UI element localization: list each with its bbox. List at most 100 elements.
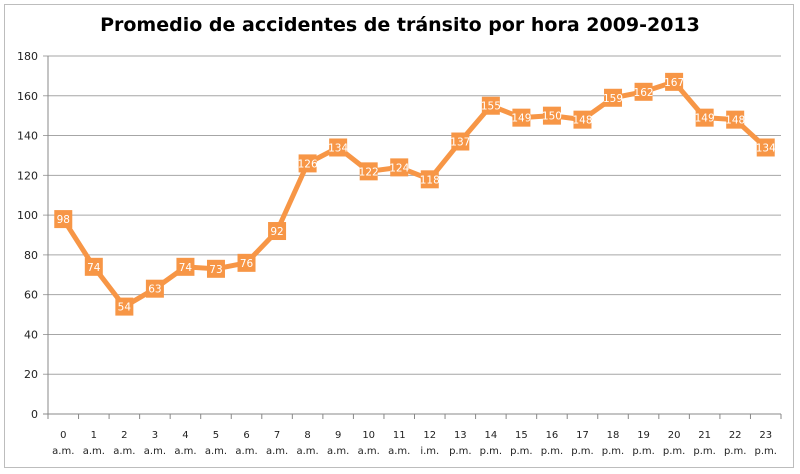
data-point-marker [54,210,73,229]
x-tick-label-period: p.m. [449,446,471,457]
y-tick-label: 180 [17,50,38,63]
data-point-marker [420,170,439,189]
x-tick-label-hour: 17 [576,430,589,441]
x-tick-label-hour: 21 [698,430,711,441]
x-tick-label-hour: 2 [121,430,127,441]
x-tick-label-hour: 1 [91,430,97,441]
y-tick-label: 0 [31,408,38,421]
x-tick-label-period: a.m. [205,446,227,457]
x-tick-label-hour: 15 [515,430,528,441]
data-point-marker [726,110,745,129]
x-tick-label-period: p.m. [632,446,654,457]
x-tick-label-hour: 0 [60,430,66,441]
y-tick-label: 80 [24,249,38,262]
data-point-marker [359,162,378,181]
data-label: 148 [725,115,745,127]
data-label: 134 [328,142,348,154]
x-tick-label-period: p.m. [755,446,777,457]
y-tick-label: 100 [17,209,38,222]
data-label: 92 [270,226,283,238]
data-label: 76 [240,258,254,270]
data-label: 134 [756,142,776,154]
data-point-marker [145,279,164,298]
data-label: 54 [118,302,132,314]
x-tick-label-period: p.m. [663,446,685,457]
data-point-marker [512,108,531,127]
data-point-marker [176,257,195,276]
data-point-marker [542,106,561,125]
data-point-marker [298,154,317,173]
x-tick-label-hour: 16 [546,430,559,441]
data-label: 63 [148,284,161,296]
x-tick-label-hour: 6 [243,430,249,441]
data-point-marker [206,259,225,278]
y-tick-label: 120 [17,169,38,182]
x-tick-label-period: a.m. [296,446,318,457]
x-tick-label-hour: 8 [304,430,310,441]
data-point-marker [390,158,409,177]
data-label: 137 [450,137,470,149]
x-tick-label-period: p.m. [480,446,502,457]
x-tick-label-period: a.m. [327,446,349,457]
x-tick-label-hour: 14 [484,430,497,441]
data-label: 162 [634,87,654,99]
data-point-marker [665,72,684,91]
y-tick-label: 60 [24,289,38,302]
data-label: 150 [542,111,562,123]
x-tick-label-hour: 9 [335,430,341,441]
data-point-marker [115,297,134,316]
x-tick-label-period: a.m. [174,446,196,457]
data-point-marker [237,253,256,272]
data-point-marker [573,110,592,129]
data-label: 148 [572,115,592,127]
x-tick-label-hour: 19 [637,430,650,441]
data-label: 149 [695,113,715,125]
x-tick-label-period: a.m. [83,446,105,457]
data-point-marker [604,88,623,107]
x-tick-label-hour: 11 [393,430,406,441]
x-tick-label-period: a.m. [144,446,166,457]
x-tick-label-period: p.m. [571,446,593,457]
x-tick-label-period: a.m. [235,446,257,457]
x-tick-label-hour: 7 [274,430,280,441]
data-label: 74 [179,262,193,274]
data-label: 98 [57,214,70,226]
x-tick-label-hour: 5 [213,430,219,441]
data-label: 155 [481,101,501,113]
x-tick-label-period: p.m. [724,446,746,457]
data-point-marker [756,138,775,157]
x-tick-label-period: a.m. [388,446,410,457]
x-tick-label-period: i.m. [420,446,439,457]
x-tick-label-period: a.m. [266,446,288,457]
data-point-marker [451,132,470,151]
x-tick-label-period: p.m. [693,446,715,457]
chart-frame [4,4,794,468]
x-tick-label-period: p.m. [602,446,624,457]
x-tick-label-period: p.m. [510,446,532,457]
chart-title: Promedio de accidentes de tránsito por h… [100,14,700,36]
data-point-marker [329,138,348,157]
data-label: 167 [664,77,684,89]
data-point-marker [481,96,500,115]
x-tick-label-period: a.m. [52,446,74,457]
data-point-marker [695,108,714,127]
series-line [61,79,768,310]
x-tick-label-period: p.m. [541,446,563,457]
x-tick-label-period: a.m. [113,446,135,457]
data-label: 122 [359,166,379,178]
data-label: 124 [389,162,409,174]
x-tick-label-hour: 13 [454,430,467,441]
x-tick-label-hour: 22 [729,430,742,441]
y-tick-label: 140 [17,130,38,143]
x-tick-label-hour: 12 [423,430,436,441]
data-label: 126 [298,158,318,170]
x-tick-label-period: a.m. [358,446,380,457]
x-tick-label-hour: 10 [362,430,375,441]
data-label: 159 [603,93,623,105]
data-label: 118 [420,174,440,186]
y-tick-label: 40 [24,328,38,341]
y-tick-label: 160 [17,90,38,103]
data-label: 73 [209,264,222,276]
x-tick-label-hour: 3 [152,430,158,441]
